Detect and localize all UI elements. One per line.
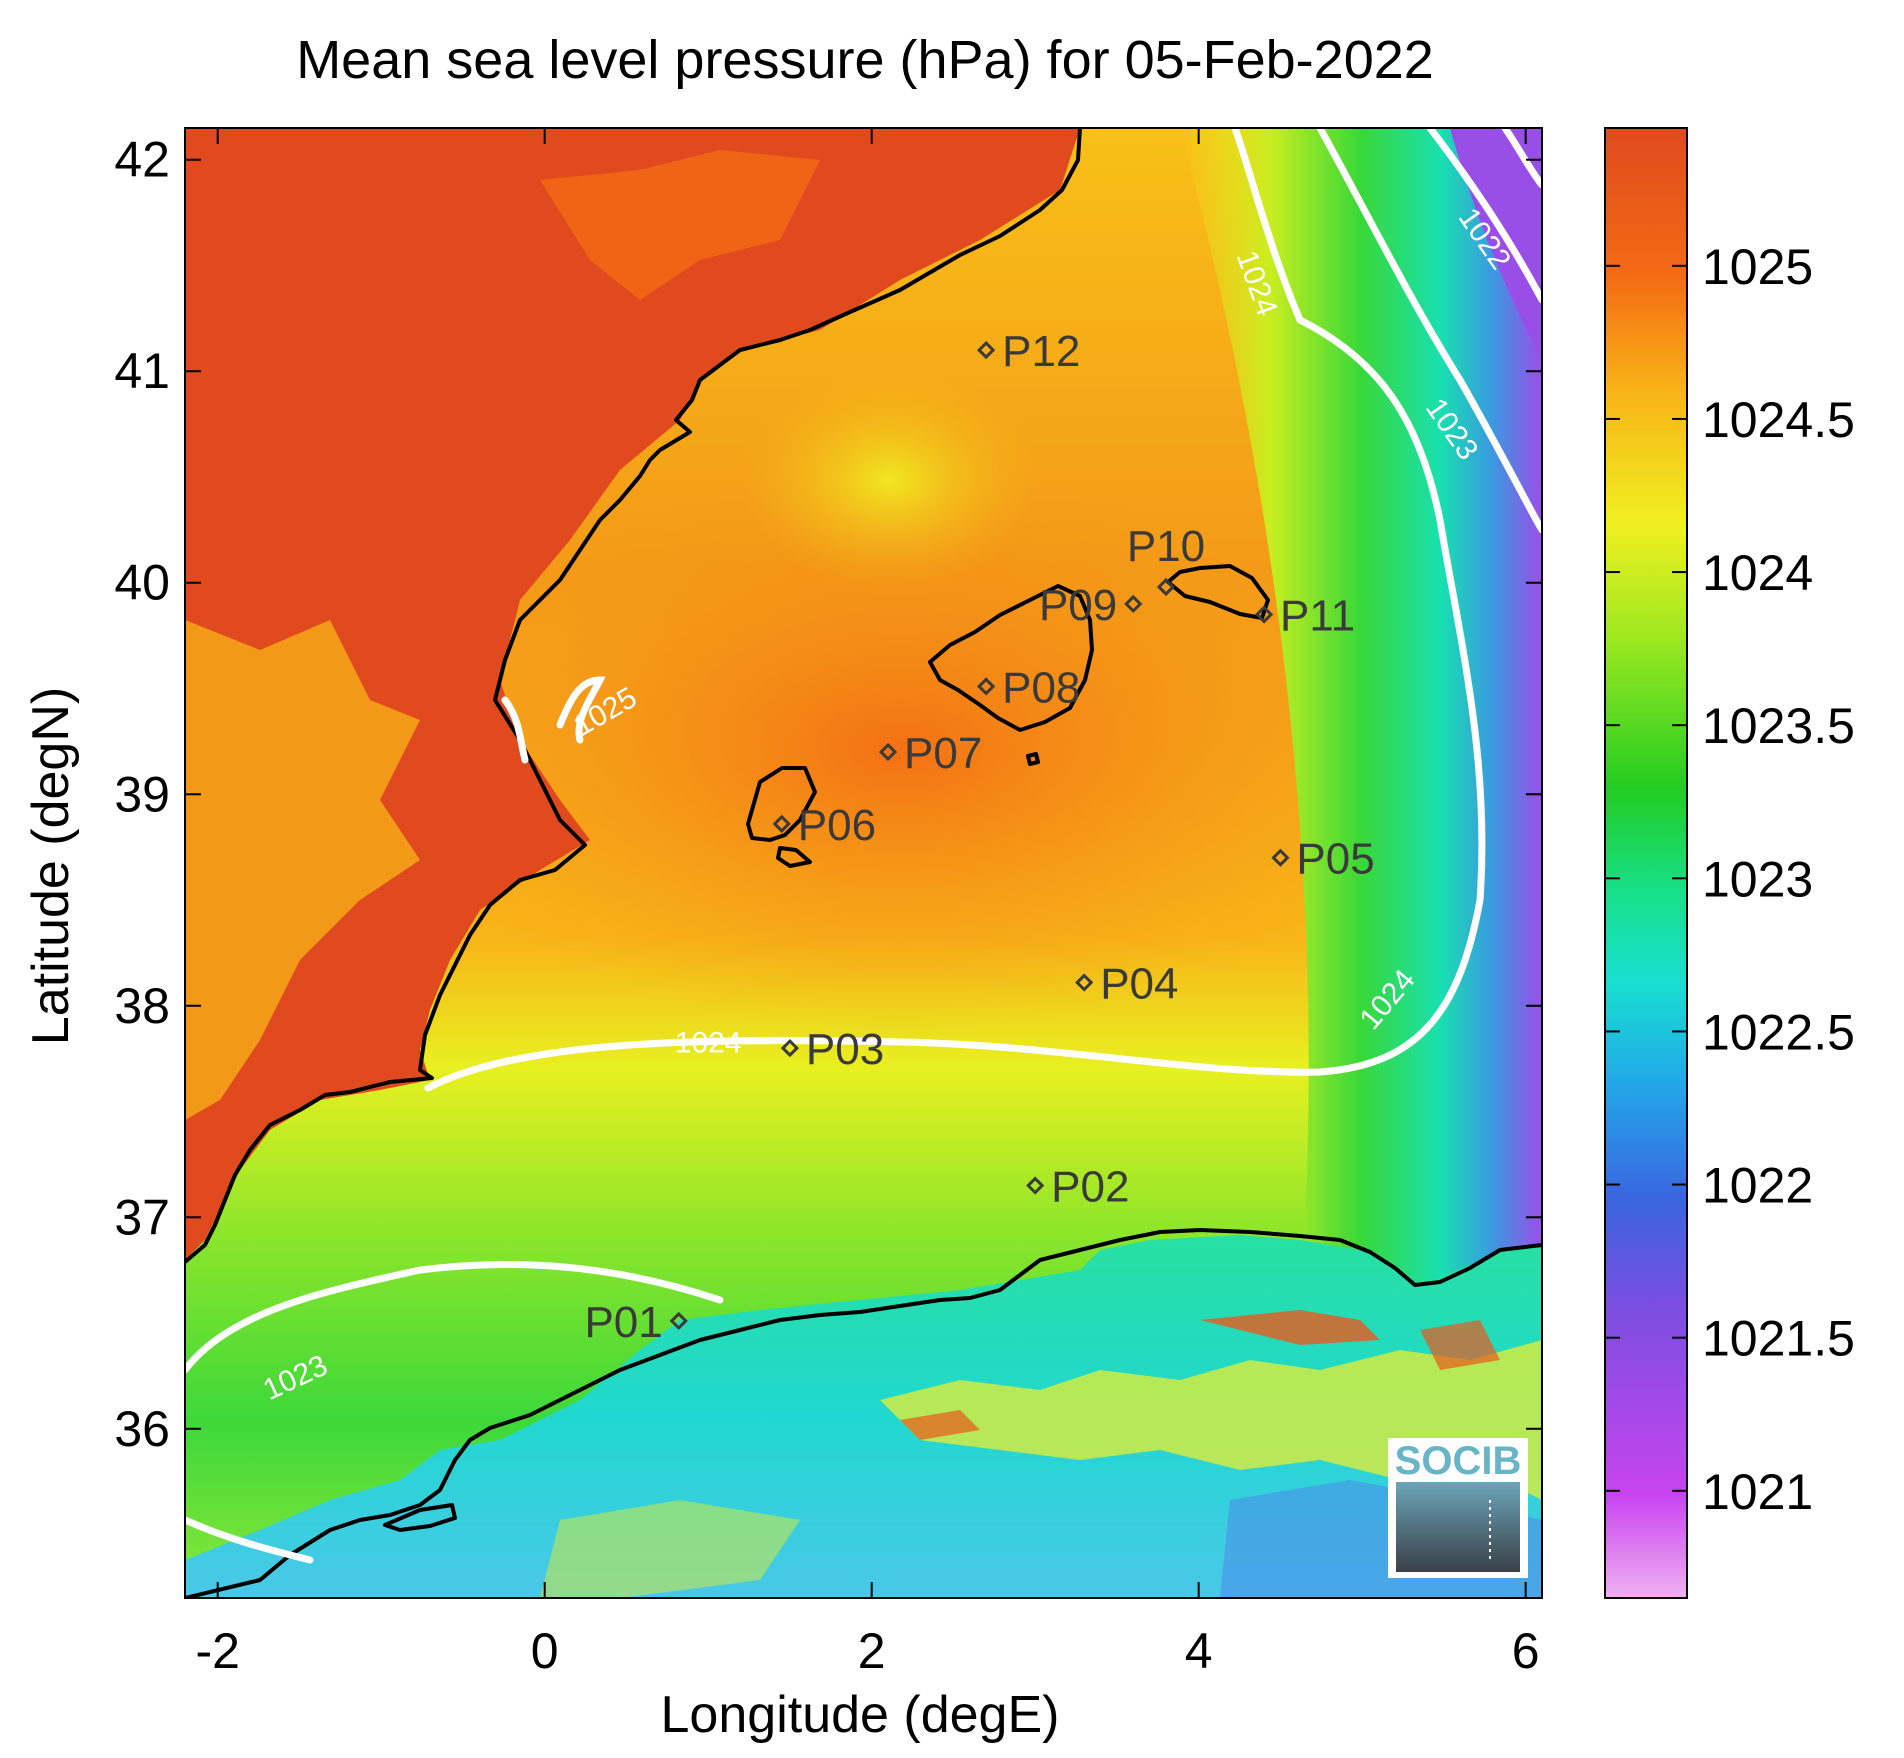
colorbar-tick-label: 1024.5 <box>1702 392 1855 448</box>
colorbar-tick-label: 1022 <box>1702 1158 1813 1214</box>
station-label: P08 <box>1002 663 1080 712</box>
station-label: P04 <box>1100 960 1178 1009</box>
station-marker <box>1075 973 1094 992</box>
y-tick-label: 37 <box>114 1189 170 1245</box>
station-label: P09 <box>1039 581 1117 630</box>
y-axis: 36 37 38 39 40 41 42 <box>114 132 1542 1457</box>
station-label: P03 <box>806 1025 884 1074</box>
isobar-contours <box>185 128 1542 1564</box>
x-tick-label: 4 <box>1185 1623 1213 1679</box>
station-p10: P10 <box>1127 522 1205 597</box>
colorbar-tick-label: 1021 <box>1702 1464 1813 1520</box>
station-p08: P08 <box>976 663 1080 712</box>
x-axis: -2 0 2 4 6 <box>195 128 1540 1679</box>
x-tick-label: 6 <box>1512 1623 1540 1679</box>
colorbar-tick-label: 1023.5 <box>1702 698 1855 754</box>
station-p06: P06 <box>772 801 876 850</box>
station-label: P05 <box>1296 835 1374 884</box>
colorbar-tick-label: 1021.5 <box>1702 1311 1855 1367</box>
contour-label: 1024 <box>675 1026 742 1059</box>
station-p03: P03 <box>780 1025 884 1074</box>
x-tick-label: 2 <box>858 1623 886 1679</box>
station-label: P06 <box>798 801 876 850</box>
y-tick-label: 39 <box>114 766 170 822</box>
socib-logo: SOCIB <box>1388 1438 1528 1578</box>
y-tick-label: 36 <box>114 1401 170 1457</box>
station-label: P12 <box>1002 327 1080 376</box>
colorbar-tick-label: 1022.5 <box>1702 1004 1855 1060</box>
y-tick-label: 38 <box>114 978 170 1034</box>
station-marker <box>1026 1176 1045 1195</box>
station-p02: P02 <box>1026 1163 1129 1212</box>
plot-frame <box>184 127 1543 1599</box>
colorbar: 1021 1021.5 1022 1022.5 1023 1023.5 1024 1024.5… <box>1604 127 1855 1599</box>
station-marker <box>1254 605 1274 624</box>
x-tick-label: -2 <box>195 1623 239 1679</box>
y-tick-label: 40 <box>114 555 170 611</box>
station-label: P01 <box>584 1298 662 1347</box>
coastline <box>185 128 1542 1598</box>
station-label: P02 <box>1051 1163 1129 1212</box>
station-p09: P09 <box>1039 581 1143 630</box>
x-tick-label: 0 <box>531 1623 559 1679</box>
station-label: P07 <box>904 729 982 778</box>
pressure-field <box>185 128 1542 1598</box>
colorbar-ticks: 1021 1021.5 1022 1022.5 1023 1023.5 1024 1024.5… <box>1605 239 1855 1520</box>
station-marker <box>1124 594 1143 614</box>
station-marker <box>1156 577 1176 597</box>
station-p05: P05 <box>1271 835 1375 884</box>
colorbar-tick-label: 1024 <box>1702 545 1813 601</box>
y-tick-label: 41 <box>114 343 170 399</box>
station-marker <box>878 742 898 762</box>
y-axis-label: Latitude (degN) <box>22 687 80 1045</box>
station-label: P11 <box>1280 591 1355 640</box>
station-p04: P04 <box>1075 960 1179 1009</box>
station-p01: P01 <box>584 1298 688 1347</box>
station-label: P10 <box>1127 522 1205 571</box>
station-marker <box>780 1038 800 1058</box>
station-marker <box>976 340 996 360</box>
x-axis-label: Longitude (degE) <box>661 1686 1060 1744</box>
colorbar-gradient <box>1604 127 1688 1599</box>
station-p12: P12 <box>976 327 1080 376</box>
logo-text: SOCIB <box>1395 1439 1522 1483</box>
colorbar-tick-label: 1025 <box>1702 239 1813 295</box>
y-tick-label: 42 <box>114 132 170 188</box>
station-p11: P11 <box>1254 591 1355 640</box>
colorbar-tick-label: 1023 <box>1702 851 1813 907</box>
station-marker <box>1271 848 1290 867</box>
station-p07: P07 <box>878 729 982 778</box>
station-marker <box>772 814 791 833</box>
chart-title: Mean sea level pressure (hPa) for 05-Feb… <box>296 30 1434 90</box>
station-marker <box>669 1311 688 1331</box>
station-marker <box>976 677 996 696</box>
